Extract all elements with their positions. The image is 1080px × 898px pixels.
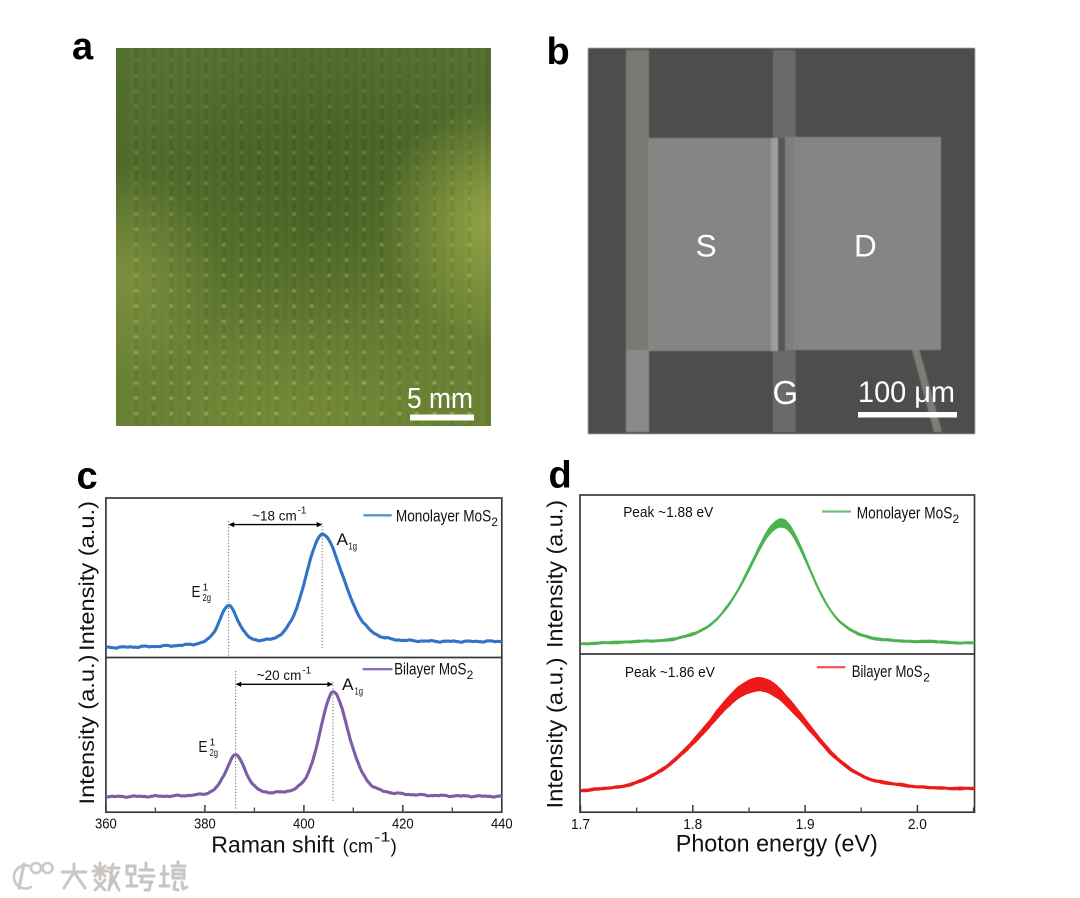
svg-text:1: 1 [203, 582, 209, 594]
svg-text:Monolayer MoS: Monolayer MoS [857, 504, 953, 522]
svg-text:A: A [337, 530, 349, 549]
svg-text:420: 420 [392, 816, 414, 832]
svg-text:2g: 2g [203, 593, 212, 604]
svg-text:): ) [391, 837, 397, 858]
svg-text:Bilayer MoS: Bilayer MoS [852, 663, 923, 681]
svg-text:d: d [549, 455, 572, 497]
svg-text:c: c [77, 456, 98, 498]
svg-text:~18 cm: ~18 cm [252, 507, 297, 523]
svg-text:E: E [192, 584, 201, 601]
svg-text:-1: -1 [374, 829, 391, 845]
svg-text:1g: 1g [355, 687, 364, 698]
svg-text:Peak ~1.86 eV: Peak ~1.86 eV [625, 664, 715, 681]
svg-text:Intensity (a.u.): Intensity (a.u.) [543, 500, 568, 648]
svg-text:1g: 1g [349, 542, 358, 553]
svg-text:2: 2 [467, 668, 474, 682]
svg-text:Intensity (a.u.): Intensity (a.u.) [76, 501, 99, 651]
svg-text:Raman shift: Raman shift [211, 832, 335, 858]
svg-text:a: a [72, 26, 94, 68]
svg-text:E: E [198, 739, 207, 756]
svg-text:D: D [854, 228, 877, 264]
svg-text:Photon energy (eV): Photon energy (eV) [676, 831, 878, 858]
svg-text:-1: -1 [298, 506, 307, 517]
svg-text:A: A [342, 675, 354, 694]
svg-text:Intensity (a.u.): Intensity (a.u.) [543, 658, 568, 809]
svg-text:~20 cm: ~20 cm [257, 667, 302, 683]
svg-text:1.9: 1.9 [796, 817, 815, 833]
svg-text:S: S [696, 228, 717, 264]
svg-text:Bilayer MoS: Bilayer MoS [394, 660, 466, 678]
svg-text:Peak ~1.88 eV: Peak ~1.88 eV [623, 504, 713, 521]
svg-text:5 mm: 5 mm [407, 383, 473, 415]
svg-text:440: 440 [491, 816, 513, 832]
svg-text:b: b [547, 31, 570, 73]
svg-text:100 μm: 100 μm [858, 376, 955, 409]
svg-text:1: 1 [210, 737, 216, 749]
svg-text:360: 360 [95, 816, 117, 832]
svg-text:380: 380 [194, 816, 216, 832]
svg-text:2: 2 [923, 671, 930, 685]
svg-text:-1: -1 [302, 666, 311, 677]
svg-text:1.7: 1.7 [571, 817, 590, 833]
svg-text:400: 400 [293, 816, 315, 832]
svg-text:Intensity (a.u.): Intensity (a.u.) [76, 655, 99, 805]
svg-text:(cm: (cm [343, 837, 374, 858]
svg-text:2: 2 [953, 512, 960, 526]
svg-text:1.8: 1.8 [683, 817, 702, 833]
svg-text:2g: 2g [210, 748, 219, 759]
svg-text:Monolayer MoS: Monolayer MoS [396, 508, 491, 526]
svg-text:G: G [773, 374, 799, 411]
svg-text:2: 2 [491, 515, 498, 529]
svg-text:2.0: 2.0 [908, 817, 927, 833]
